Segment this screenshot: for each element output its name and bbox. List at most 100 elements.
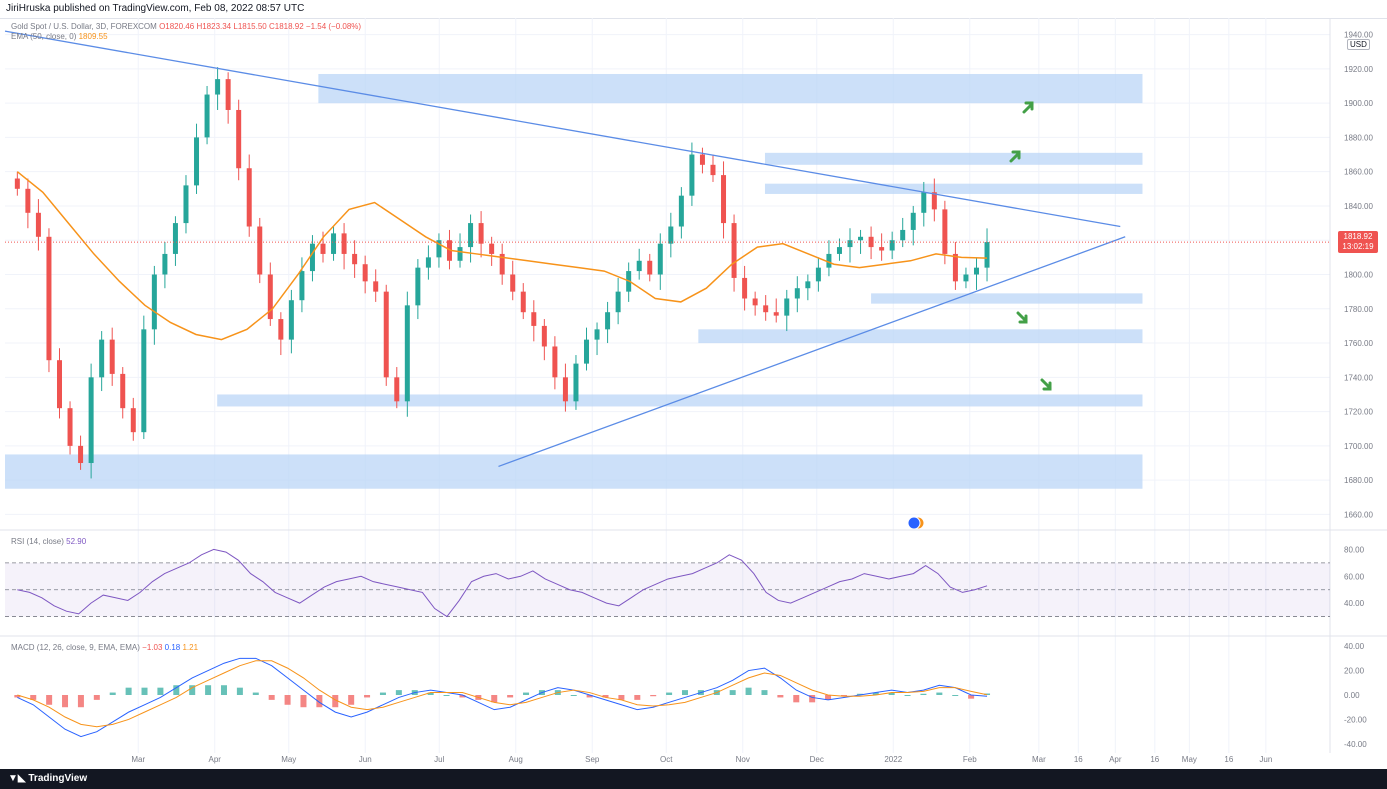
candle-body [130,408,136,433]
macd-histogram-bar [825,695,832,700]
price-tick-label: 1940.00 [1344,31,1373,40]
macd-histogram-bar [761,690,768,695]
footer-bar: ▼◣ TradingView [0,769,1387,789]
macd-histogram-bar [729,690,736,695]
rsi-line [17,548,988,618]
macd-histogram-bar [618,695,625,700]
ema-value: 1809.55 [78,32,108,41]
macd-legend: MACD (12, 26, close, 9, EMA, EMA) −1.03 … [11,643,198,653]
macd-histogram-bar [364,695,371,698]
support-resistance-zone [698,329,1143,344]
chart-area[interactable]: 1660.00 1680.00 1700.00 1720.00 1740.00 1760.… [0,18,1387,770]
macd-histogram-bar [634,695,641,700]
ema-legend: EMA (50, close, 0) 1809.55 [11,32,108,42]
price-tick-label: 1660.00 [1344,510,1373,519]
publisher-text: JiriHruska published on TradingView.com,… [6,3,305,14]
time-axis-label: Oct [660,755,673,764]
candle-body [35,212,41,237]
macd-histogram-bar [46,695,53,705]
candle-body [383,291,389,378]
candle-body [963,274,969,282]
candle-body [468,223,474,248]
macd-histogram-bar [379,692,386,695]
candle-body [436,240,442,258]
candle-body [373,281,379,292]
chart-canvas[interactable]: 1660.001680.001700.001720.001740.001760.… [0,18,1387,770]
macd-histogram-bar [984,693,991,695]
candle-body [88,377,94,464]
candle-body [657,243,663,275]
candle-body [868,236,874,248]
candle-body [605,312,611,330]
candle-body [984,242,990,268]
time-axis-label: Sep [585,755,600,764]
candle-body [773,312,779,316]
candle-body [425,257,431,268]
macd-histogram-bar [809,695,816,703]
macd-histogram-bar [141,687,148,695]
candle-body [56,360,62,409]
candle-body [594,329,600,340]
macd-histogram-bar [300,695,307,708]
candle-body [910,212,916,230]
rsi-label: RSI (14, close) [11,537,64,546]
candle-body [194,137,200,186]
currency-badge[interactable]: USD [1347,39,1370,50]
candle-body [320,243,326,254]
change-value: −1.54 (−0.08%) [305,22,362,31]
time-axis-label: Nov [736,755,750,764]
candle-body [763,305,769,313]
macd-histogram-bar [586,695,593,698]
rsi-tick-label: 60.00 [1344,572,1365,581]
bar-countdown: 13:02:19 [1342,242,1374,252]
rsi-tick-label: 40.00 [1344,599,1365,608]
macd-histogram-bar [968,695,975,699]
macd-histogram-bar [268,695,275,700]
macd-histogram-bar [904,695,911,696]
candle-body [246,168,252,227]
time-axis-label: Jun [1259,755,1272,764]
candle-body [847,240,853,248]
time-axis-label: 16 [1224,755,1233,764]
green-arrow-icon [1040,378,1052,391]
brand-name: TradingView [28,773,88,784]
time-axis-label: 16 [1150,755,1159,764]
price-tick-label: 1780.00 [1344,305,1373,314]
time-axis-label: Jul [434,755,444,764]
candle-body [14,178,20,189]
time-axis-label: 2022 [884,755,902,764]
candle-body [836,247,842,254]
time-axis-label: Feb [963,755,977,764]
macd-histogram-bar [650,695,657,697]
candle-body [784,298,790,316]
macd-histogram-bar [348,695,355,705]
triangle-trendline [498,236,1126,468]
tradingview-logo[interactable]: ▼◣ TradingView [8,773,88,784]
candle-body [499,253,505,275]
macd-histogram-bar [173,685,180,695]
price-tick-label: 1860.00 [1344,168,1373,177]
candle-body [921,192,927,213]
macd-histogram-bar [284,695,291,705]
publisher-header: JiriHruska published on TradingView.com,… [0,0,1387,19]
macd-histogram-bar [157,687,164,695]
support-resistance-zone [318,73,1143,104]
signal-line [17,660,988,728]
macd-histogram-bar [888,692,895,695]
candle-body [805,281,811,289]
time-axis-label: May [281,755,296,764]
candle-body [668,226,674,244]
green-arrow-icon [1022,101,1034,114]
macd-histogram-bar [395,690,402,695]
candle-body [288,300,294,340]
candle-body [78,445,84,464]
macd-histogram-bar [77,695,84,708]
candle-body [278,319,284,340]
macd-histogram-bar [681,690,688,695]
main-legend: Gold Spot / U.S. Dollar, 3D, FOREXCOM O1… [11,22,361,32]
macd-histogram-bar [952,695,959,696]
price-tick-label: 1740.00 [1344,373,1373,382]
candle-body [952,253,958,282]
candle-body [742,277,748,299]
support-resistance-zone [871,293,1143,304]
